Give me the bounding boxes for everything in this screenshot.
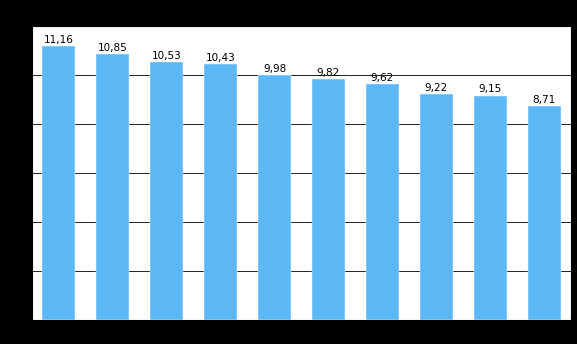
Text: 9,15: 9,15: [479, 84, 502, 94]
Bar: [527, 106, 561, 320]
Bar: [474, 96, 507, 320]
Text: 10,53: 10,53: [152, 51, 182, 61]
Text: 10,85: 10,85: [98, 43, 128, 53]
Bar: [366, 84, 399, 320]
Text: 11,16: 11,16: [44, 35, 74, 45]
Text: 8,71: 8,71: [533, 95, 556, 105]
Bar: [419, 94, 453, 320]
Text: 9,82: 9,82: [317, 68, 340, 78]
Bar: [150, 62, 183, 320]
Text: 10,43: 10,43: [205, 53, 235, 63]
Bar: [258, 75, 291, 320]
Text: 9,98: 9,98: [263, 64, 286, 74]
Bar: [312, 79, 345, 320]
Bar: [96, 54, 129, 320]
Text: 9,22: 9,22: [425, 83, 448, 93]
Bar: [204, 64, 237, 320]
Text: 9,62: 9,62: [371, 73, 394, 83]
Bar: [42, 46, 76, 320]
